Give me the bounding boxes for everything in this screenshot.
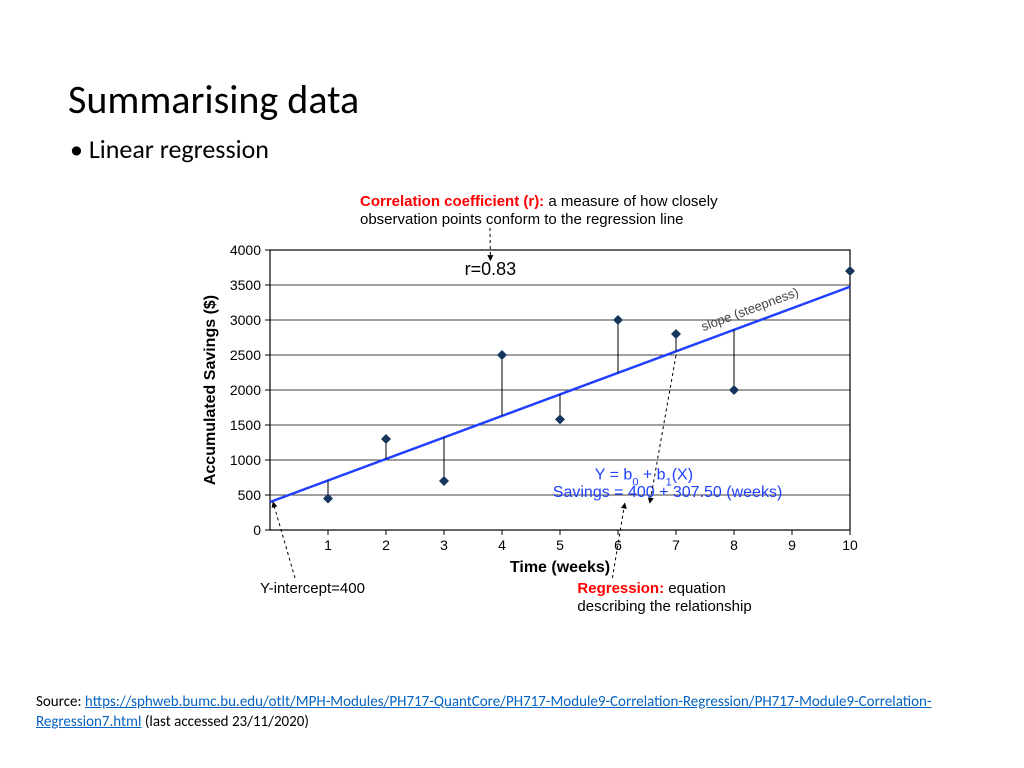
svg-text:observation points conform to: observation points conform to the regres… <box>360 211 684 228</box>
svg-text:500: 500 <box>238 487 262 503</box>
svg-text:3000: 3000 <box>230 312 261 328</box>
svg-text:Y-intercept=400: Y-intercept=400 <box>260 580 365 597</box>
svg-text:Time (weeks): Time (weeks) <box>510 559 610 576</box>
source-suffix: (last accessed 23/11/2020) <box>145 713 309 731</box>
page-title: Summarising data <box>68 75 359 124</box>
svg-text:2500: 2500 <box>230 347 261 363</box>
svg-text:3500: 3500 <box>230 277 261 293</box>
svg-text:Accumulated Savings ($): Accumulated Savings ($) <box>202 295 219 485</box>
svg-text:6: 6 <box>614 537 622 553</box>
svg-text:Correlation coefficient (r): a: Correlation coefficient (r): a measure o… <box>360 193 718 210</box>
svg-text:4000: 4000 <box>230 242 261 258</box>
svg-text:3: 3 <box>440 537 448 553</box>
bullet-linear-regression: Linear regression <box>70 133 269 165</box>
svg-text:10: 10 <box>842 537 858 553</box>
svg-text:1500: 1500 <box>230 417 261 433</box>
svg-text:1000: 1000 <box>230 452 261 468</box>
svg-text:0: 0 <box>253 522 261 538</box>
svg-text:5: 5 <box>556 537 564 553</box>
svg-text:2000: 2000 <box>230 382 261 398</box>
svg-text:Savings = 400 + 307.50 (weeks): Savings = 400 + 307.50 (weeks) <box>553 484 782 501</box>
source-citation: Source: https://sphweb.bumc.bu.edu/otlt/… <box>36 692 988 733</box>
svg-text:describing the relationship: describing the relationship <box>577 598 751 615</box>
source-prefix: Source: <box>36 693 85 711</box>
svg-text:9: 9 <box>788 537 796 553</box>
svg-text:8: 8 <box>730 537 738 553</box>
svg-text:r=0.83: r=0.83 <box>465 259 517 279</box>
svg-text:7: 7 <box>672 537 680 553</box>
svg-text:Regression: equation: Regression: equation <box>577 580 725 597</box>
svg-text:1: 1 <box>324 537 332 553</box>
svg-text:4: 4 <box>498 537 506 553</box>
svg-text:2: 2 <box>382 537 390 553</box>
regression-chart: 0 500 1000 1500 2000 2500 3000 3500 4000 1 2 3 4 5 6 7 8… <box>190 190 870 660</box>
